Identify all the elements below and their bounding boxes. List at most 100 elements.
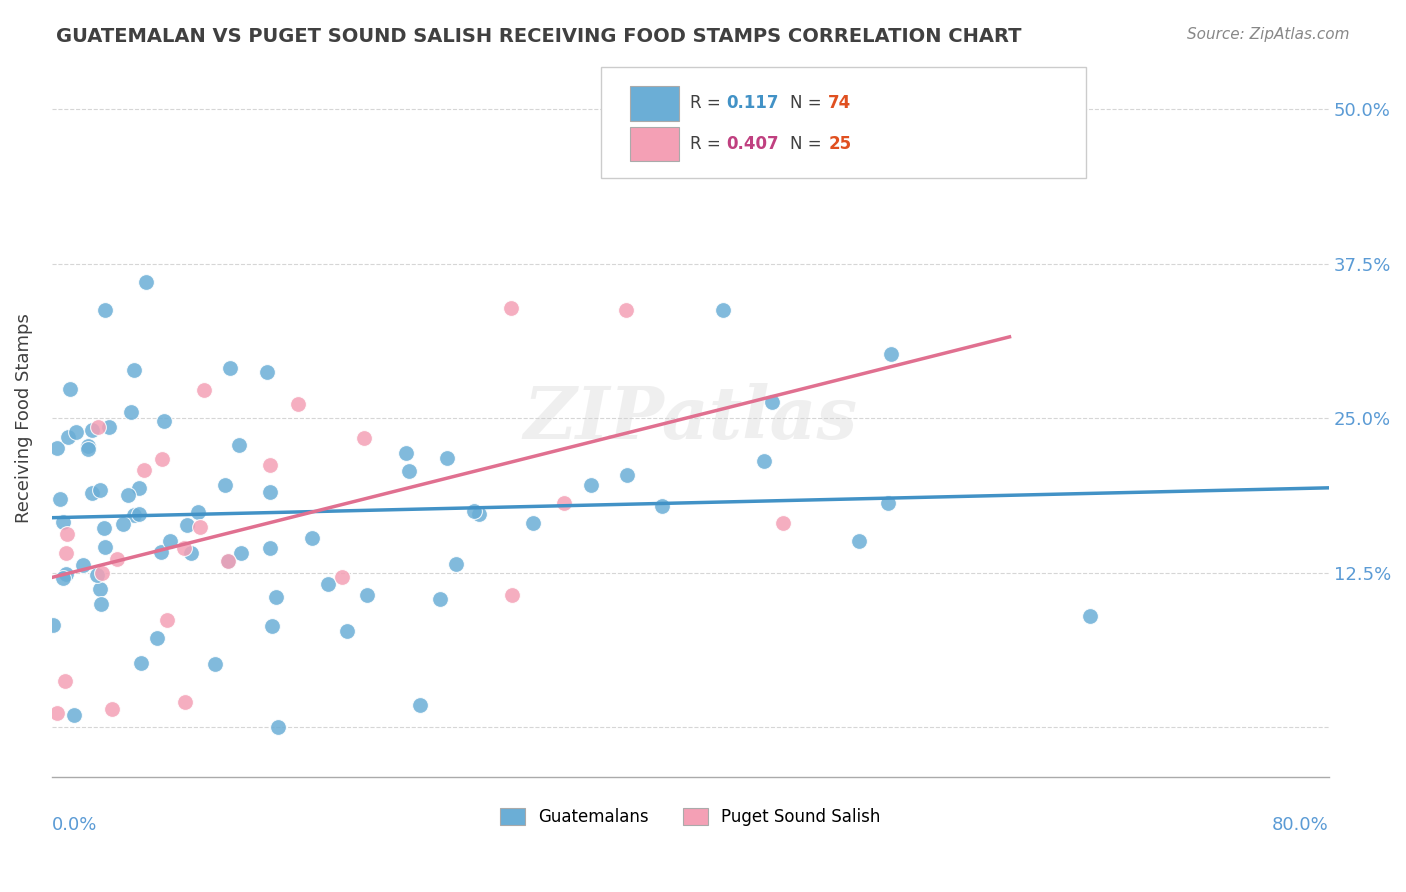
- Point: [217, 553, 239, 567]
- Point: [501, 301, 523, 315]
- Point: [501, 588, 523, 602]
- Point: [89, 483, 111, 497]
- Point: [193, 383, 215, 397]
- Point: [59, 382, 82, 396]
- Point: [217, 554, 239, 568]
- Point: [446, 557, 468, 571]
- Point: [132, 463, 155, 477]
- Point: [174, 695, 197, 709]
- Point: [52, 571, 75, 585]
- Point: [120, 405, 142, 419]
- Point: [159, 534, 181, 549]
- Text: N =: N =: [790, 95, 827, 112]
- Point: [42, 618, 65, 632]
- FancyBboxPatch shape: [630, 127, 679, 161]
- Point: [176, 518, 198, 533]
- Point: [45, 706, 67, 720]
- Point: [153, 414, 176, 428]
- Point: [330, 570, 353, 584]
- Point: [156, 613, 179, 627]
- Point: [316, 576, 339, 591]
- Point: [395, 446, 418, 460]
- Point: [89, 582, 111, 596]
- Point: [614, 303, 637, 318]
- Point: [713, 303, 735, 318]
- Point: [76, 438, 98, 452]
- Point: [82, 486, 104, 500]
- Point: [112, 516, 135, 531]
- Point: [94, 540, 117, 554]
- Legend: Guatemalans, Puget Sound Salish: Guatemalans, Puget Sound Salish: [494, 801, 887, 833]
- Point: [260, 619, 283, 633]
- Point: [150, 452, 173, 467]
- Point: [259, 458, 281, 472]
- Point: [93, 521, 115, 535]
- Text: ZIPatlas: ZIPatlas: [523, 383, 858, 454]
- Point: [97, 419, 120, 434]
- Point: [353, 431, 375, 445]
- Y-axis label: Receiving Food Stamps: Receiving Food Stamps: [15, 313, 32, 523]
- Point: [1078, 608, 1101, 623]
- Point: [56, 430, 79, 444]
- Point: [135, 275, 157, 289]
- Point: [231, 545, 253, 559]
- Point: [877, 496, 900, 510]
- Point: [82, 423, 104, 437]
- Text: R =: R =: [690, 95, 727, 112]
- Point: [335, 624, 357, 639]
- Point: [65, 425, 87, 439]
- Point: [204, 657, 226, 671]
- Point: [468, 508, 491, 522]
- Text: Source: ZipAtlas.com: Source: ZipAtlas.com: [1187, 27, 1350, 42]
- Point: [256, 366, 278, 380]
- Point: [49, 491, 72, 506]
- Text: 25: 25: [828, 136, 851, 153]
- Point: [218, 361, 240, 376]
- Point: [146, 631, 169, 645]
- Point: [752, 454, 775, 468]
- Point: [128, 481, 150, 495]
- Point: [356, 588, 378, 602]
- Point: [463, 504, 485, 518]
- Text: N =: N =: [790, 136, 827, 153]
- Text: R =: R =: [690, 136, 727, 153]
- Point: [77, 442, 100, 456]
- Text: GUATEMALAN VS PUGET SOUND SALISH RECEIVING FOOD STAMPS CORRELATION CHART: GUATEMALAN VS PUGET SOUND SALISH RECEIVI…: [56, 27, 1022, 45]
- Point: [55, 545, 77, 559]
- Point: [436, 451, 458, 466]
- Point: [301, 532, 323, 546]
- Point: [86, 568, 108, 582]
- Point: [45, 441, 67, 455]
- FancyBboxPatch shape: [600, 67, 1085, 178]
- Point: [264, 590, 287, 604]
- Point: [761, 394, 783, 409]
- Point: [128, 508, 150, 522]
- Point: [173, 541, 195, 555]
- Point: [117, 488, 139, 502]
- Point: [228, 438, 250, 452]
- Point: [90, 598, 112, 612]
- Point: [72, 558, 94, 572]
- Point: [94, 303, 117, 318]
- Point: [150, 545, 173, 559]
- Text: 0.407: 0.407: [725, 136, 779, 153]
- Point: [259, 541, 281, 555]
- Point: [100, 702, 122, 716]
- Text: 0.0%: 0.0%: [52, 816, 97, 834]
- Point: [214, 477, 236, 491]
- Point: [429, 591, 451, 606]
- Point: [55, 567, 77, 582]
- Point: [56, 526, 79, 541]
- Point: [616, 467, 638, 482]
- Text: 0.117: 0.117: [725, 95, 779, 112]
- Point: [122, 363, 145, 377]
- Text: 80.0%: 80.0%: [1272, 816, 1329, 834]
- Point: [409, 698, 432, 713]
- Point: [90, 566, 112, 580]
- Point: [772, 516, 794, 530]
- Point: [267, 720, 290, 734]
- Point: [129, 656, 152, 670]
- Point: [287, 397, 309, 411]
- Point: [398, 464, 420, 478]
- Point: [259, 485, 281, 500]
